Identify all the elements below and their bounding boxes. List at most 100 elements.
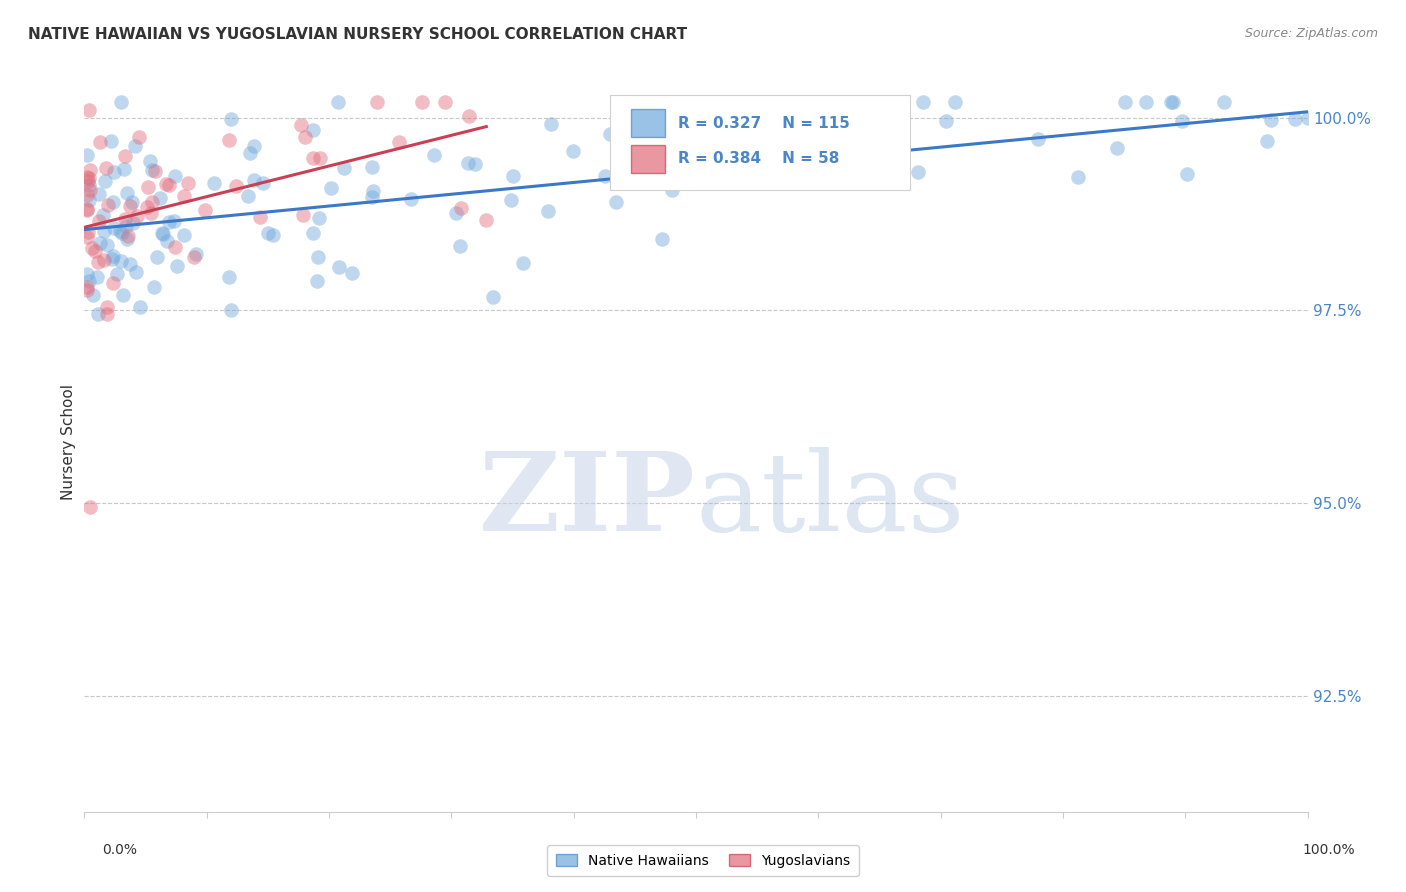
Yugoslavians xyxy=(294,130,316,145)
Native Hawaiians xyxy=(1170,113,1192,128)
Native Hawaiians xyxy=(96,237,118,252)
Native Hawaiians xyxy=(77,178,100,193)
Native Hawaiians xyxy=(1260,112,1282,127)
Yugoslavians xyxy=(80,241,103,255)
Native Hawaiians xyxy=(340,266,363,280)
Yugoslavians xyxy=(79,183,101,197)
Native Hawaiians xyxy=(593,169,616,183)
Yugoslavians xyxy=(114,212,136,227)
Yugoslavians xyxy=(387,135,409,149)
Native Hawaiians xyxy=(118,257,141,271)
Native Hawaiians xyxy=(863,156,886,170)
Native Hawaiians xyxy=(512,256,534,270)
Yugoslavians xyxy=(76,188,98,202)
Yugoslavians xyxy=(77,103,100,118)
Native Hawaiians xyxy=(93,208,115,222)
Legend: Native Hawaiians, Yugoslavians: Native Hawaiians, Yugoslavians xyxy=(547,846,859,876)
Native Hawaiians xyxy=(1160,95,1182,110)
Yugoslavians xyxy=(218,133,240,147)
Native Hawaiians xyxy=(1175,167,1198,181)
Native Hawaiians xyxy=(184,247,207,261)
Yugoslavians xyxy=(141,195,163,210)
Native Hawaiians xyxy=(449,239,471,253)
Native Hawaiians xyxy=(101,195,124,210)
Native Hawaiians xyxy=(156,234,179,248)
Native Hawaiians xyxy=(243,173,266,187)
Yugoslavians xyxy=(117,229,139,244)
Yugoslavians xyxy=(97,198,120,212)
Native Hawaiians xyxy=(243,139,266,153)
Native Hawaiians xyxy=(93,224,115,238)
Native Hawaiians xyxy=(319,181,342,195)
Native Hawaiians xyxy=(218,270,240,285)
Native Hawaiians xyxy=(1284,112,1306,127)
Native Hawaiians xyxy=(361,161,384,175)
Native Hawaiians xyxy=(361,184,384,198)
Native Hawaiians xyxy=(540,117,562,131)
Yugoslavians xyxy=(93,252,115,267)
Native Hawaiians xyxy=(307,250,329,264)
Native Hawaiians xyxy=(94,174,117,188)
Yugoslavians xyxy=(89,214,111,228)
Yugoslavians xyxy=(76,225,98,239)
Native Hawaiians xyxy=(122,216,145,230)
Native Hawaiians xyxy=(157,214,180,228)
Native Hawaiians xyxy=(141,163,163,178)
Yugoslavians xyxy=(127,209,149,223)
Native Hawaiians xyxy=(105,267,128,281)
Yugoslavians xyxy=(120,199,142,213)
Native Hawaiians xyxy=(87,307,110,321)
Native Hawaiians xyxy=(101,252,124,267)
Native Hawaiians xyxy=(89,235,111,250)
Native Hawaiians xyxy=(502,169,524,183)
Yugoslavians xyxy=(475,213,498,227)
Text: Source: ZipAtlas.com: Source: ZipAtlas.com xyxy=(1244,27,1378,40)
Native Hawaiians xyxy=(142,280,165,294)
Yugoslavians xyxy=(411,95,433,110)
Native Hawaiians xyxy=(221,303,243,318)
Native Hawaiians xyxy=(115,186,138,200)
Yugoslavians xyxy=(139,205,162,219)
Native Hawaiians xyxy=(100,134,122,148)
Native Hawaiians xyxy=(628,129,651,144)
Text: ZIP: ZIP xyxy=(479,447,696,554)
Native Hawaiians xyxy=(150,226,173,240)
Yugoslavians xyxy=(79,171,101,186)
Native Hawaiians xyxy=(1296,111,1319,125)
Native Hawaiians xyxy=(145,250,167,264)
Native Hawaiians xyxy=(114,219,136,233)
Native Hawaiians xyxy=(108,224,131,238)
Yugoslavians xyxy=(101,277,124,291)
Native Hawaiians xyxy=(165,169,187,183)
Yugoslavians xyxy=(84,244,107,259)
Yugoslavians xyxy=(225,179,247,194)
Yugoslavians xyxy=(76,230,98,244)
Native Hawaiians xyxy=(605,194,627,209)
Yugoslavians xyxy=(96,300,118,314)
Native Hawaiians xyxy=(536,204,558,219)
Native Hawaiians xyxy=(236,189,259,203)
Native Hawaiians xyxy=(1114,95,1136,110)
Native Hawaiians xyxy=(1067,169,1090,184)
Yugoslavians xyxy=(94,161,117,175)
Native Hawaiians xyxy=(252,177,274,191)
Native Hawaiians xyxy=(464,157,486,171)
Yugoslavians xyxy=(135,200,157,214)
Text: NATIVE HAWAIIAN VS YUGOSLAVIAN NURSERY SCHOOL CORRELATION CHART: NATIVE HAWAIIAN VS YUGOSLAVIAN NURSERY S… xyxy=(28,27,688,42)
Yugoslavians xyxy=(450,201,472,215)
Yugoslavians xyxy=(76,170,98,185)
Native Hawaiians xyxy=(935,114,957,128)
Native Hawaiians xyxy=(110,95,132,110)
Native Hawaiians xyxy=(907,165,929,179)
Native Hawaiians xyxy=(239,146,262,161)
Yugoslavians xyxy=(194,203,217,218)
Native Hawaiians xyxy=(1028,131,1050,145)
Yugoslavians xyxy=(79,500,101,514)
Native Hawaiians xyxy=(326,95,349,110)
Yugoslavians xyxy=(89,136,111,150)
Yugoslavians xyxy=(128,129,150,144)
Yugoslavians xyxy=(309,152,332,166)
Native Hawaiians xyxy=(328,260,350,274)
FancyBboxPatch shape xyxy=(631,145,665,173)
Yugoslavians xyxy=(291,208,314,222)
